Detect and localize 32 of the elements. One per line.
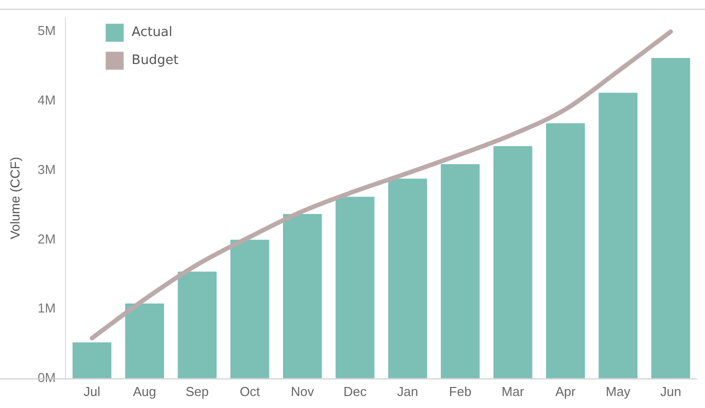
y-tick-label: 1M [38,300,56,316]
legend-label: Budget [132,53,178,68]
bar [598,92,638,378]
bar [493,146,532,378]
bar [283,214,322,378]
bar [125,304,164,378]
bar [336,196,374,378]
x-tick-label: Nov [290,384,314,399]
y-tick-label: 5M [38,23,56,38]
bar [72,342,112,378]
x-tick-label: Sep [186,384,209,399]
bar [651,58,690,378]
y-axis-title: Volume (CCF) [7,156,22,240]
y-tick-label: 2M [38,231,56,246]
legend-label: Actual [132,25,172,40]
x-tick-label: Mar [502,384,525,399]
bar [546,123,585,378]
x-tick-label: Jul [84,384,100,399]
y-tick-label: 4M [38,92,56,108]
x-tick-label: Oct [240,384,260,399]
bar [230,240,270,378]
x-tick-label: Jun [660,384,682,399]
x-tick-label: Feb [449,384,472,399]
bar [440,164,480,378]
bar [178,272,217,378]
x-tick-label: May [606,384,631,399]
x-tick-label: Jan [397,384,418,399]
x-tick-label: Dec [343,384,368,399]
x-tick-label: Aug [133,384,156,399]
y-tick-label: 3M [38,162,56,177]
bar [388,178,428,378]
x-tick-label: Apr [555,384,576,399]
